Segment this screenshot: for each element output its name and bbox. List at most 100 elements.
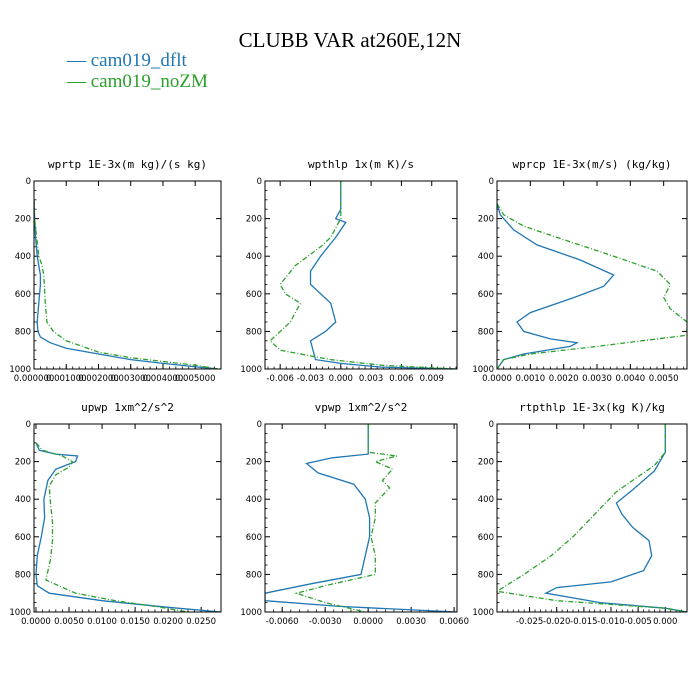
x-tick-label: 0.0250	[186, 617, 216, 627]
figure-title: CLUBB VAR at260E,12N	[238, 28, 462, 52]
y-tick-label: 200	[246, 215, 262, 225]
plot-frame	[496, 180, 688, 370]
x-tick-label: 0.0050	[649, 374, 679, 384]
y-tick-label: 0	[26, 420, 31, 430]
series-line-cam019_noZM	[497, 424, 687, 612]
y-tick-label: 800	[478, 327, 494, 337]
series-line-cam019_noZM	[35, 442, 189, 612]
series-line-cam019_noZM	[497, 203, 687, 369]
y-tick-label: 800	[246, 327, 262, 337]
x-tick-label: 0.005000	[175, 374, 216, 384]
x-tick-label: 0.006	[389, 374, 413, 384]
x-tick-label: 0.0150	[120, 617, 150, 627]
series-line-cam019_dflt	[497, 203, 615, 369]
plot-frame	[33, 180, 222, 370]
y-tick-label: 800	[246, 570, 262, 580]
x-tick-label: -0.005	[624, 617, 651, 627]
y-tick-label: 400	[478, 495, 494, 505]
y-tick-label: 1000	[472, 365, 494, 375]
x-tick-label: 0.0020	[549, 374, 579, 384]
panel-title: wpthlp 1x(m K)/s	[308, 158, 414, 171]
y-tick-label: 0	[489, 420, 494, 430]
x-tick-label: 0.0030	[582, 374, 612, 384]
y-tick-label: 600	[478, 290, 494, 300]
x-tick-label: 0.004000	[143, 374, 184, 384]
x-tick-label: 0.0050	[54, 617, 84, 627]
y-tick-label: 1000	[240, 365, 262, 375]
y-tick-label: 400	[15, 252, 31, 262]
panel-title: wprcp 1E-3x(m/s) (kg/kg)	[513, 158, 672, 171]
x-tick-label: 0.003	[359, 374, 383, 384]
y-tick-label: 600	[15, 290, 31, 300]
y-tick-label: 0	[489, 177, 494, 187]
x-tick-label: -0.025	[516, 617, 543, 627]
y-tick-label: 1000	[9, 608, 31, 618]
x-tick-label: 0.009	[420, 374, 444, 384]
y-tick-label: 200	[478, 458, 494, 468]
y-tick-label: 600	[246, 533, 262, 543]
panel-title: rtpthlp 1E-3x(kg K)/kg	[519, 401, 665, 414]
x-tick-label: 0.000	[653, 617, 677, 627]
series-line-cam019_noZM	[294, 424, 397, 612]
x-tick-label: -0.0060	[266, 617, 299, 627]
x-tick-label: 0.0010	[515, 374, 545, 384]
x-tick-label: -0.0030	[309, 617, 342, 627]
x-tick-label: 0.0000	[353, 617, 383, 627]
y-tick-label: 1000	[472, 608, 494, 618]
y-tick-label: 400	[15, 495, 31, 505]
x-tick-label: -0.015	[570, 617, 597, 627]
y-tick-label: 400	[246, 495, 262, 505]
y-tick-label: 400	[478, 252, 494, 262]
series-line-cam019_dflt	[34, 199, 218, 369]
x-tick-label: 0.0000	[482, 374, 512, 384]
x-tick-label: 0.0100	[87, 617, 117, 627]
plot-frame	[496, 423, 688, 613]
x-tick-label: 0.0030	[396, 617, 426, 627]
series-line-cam019_noZM	[34, 199, 218, 369]
y-tick-label: 0	[257, 420, 262, 430]
x-tick-label: 0.0040	[615, 374, 645, 384]
panel-3: wprcp 1E-3x(m/s) (kg/kg) 0 200 400 600 800 100…	[472, 158, 688, 384]
y-tick-label: 800	[478, 570, 494, 580]
y-tick-label: 200	[478, 215, 494, 225]
y-tick-label: 200	[246, 458, 262, 468]
x-tick-label: -0.010	[597, 617, 624, 627]
legend-entry-dflt: — cam019_dflt	[67, 50, 187, 71]
x-tick-label: 0.002000	[78, 374, 119, 384]
x-tick-label: 0.0000	[21, 617, 51, 627]
panel-6: rtpthlp 1E-3x(kg K)/kg 0 200 400 600 800 1000 -…	[472, 401, 688, 627]
x-tick-label: -0.006	[266, 374, 293, 384]
y-tick-label: 600	[246, 290, 262, 300]
y-tick-label: 1000	[240, 608, 262, 618]
series-line-cam019_dflt	[309, 181, 457, 369]
panel-title: wprtp 1E-3x(m kg)/(s kg)	[48, 158, 207, 171]
y-tick-label: 800	[15, 570, 31, 580]
panel-1: wprtp 1E-3x(m kg)/(s kg) 0 200 400 600 800 100…	[9, 158, 222, 384]
series-line-cam019_dflt	[265, 424, 457, 612]
legend-entry-nozm: — cam019_noZM	[67, 71, 208, 92]
panel-title: vpwp 1xm^2/s^2	[315, 401, 408, 414]
y-tick-label: 0	[26, 177, 31, 187]
x-tick-label: 0.000000	[14, 374, 55, 384]
series-line-cam019_dflt	[543, 424, 687, 612]
y-tick-label: 0	[257, 177, 262, 187]
x-tick-label: 0.003000	[110, 374, 151, 384]
y-tick-label: 200	[15, 458, 31, 468]
x-tick-label: 0.0060	[439, 617, 469, 627]
x-tick-label: -0.003	[297, 374, 324, 384]
series-line-cam019_noZM	[269, 181, 457, 369]
y-tick-label: 1000	[9, 365, 31, 375]
panel-5: vpwp 1xm^2/s^2 0 200 400 600 800 1000 -0.0060 -0…	[240, 401, 469, 627]
x-tick-label: 0.0200	[153, 617, 183, 627]
series-line-cam019_dflt	[35, 442, 221, 612]
y-tick-label: 600	[15, 533, 31, 543]
y-tick-label: 800	[15, 327, 31, 337]
x-tick-label: 0.001000	[46, 374, 87, 384]
y-tick-label: 400	[246, 252, 262, 262]
panel-title: upwp 1xm^2/s^2	[81, 401, 174, 414]
x-tick-label: 0.000	[329, 374, 353, 384]
y-tick-label: 200	[15, 215, 31, 225]
plot-frame	[264, 423, 458, 613]
